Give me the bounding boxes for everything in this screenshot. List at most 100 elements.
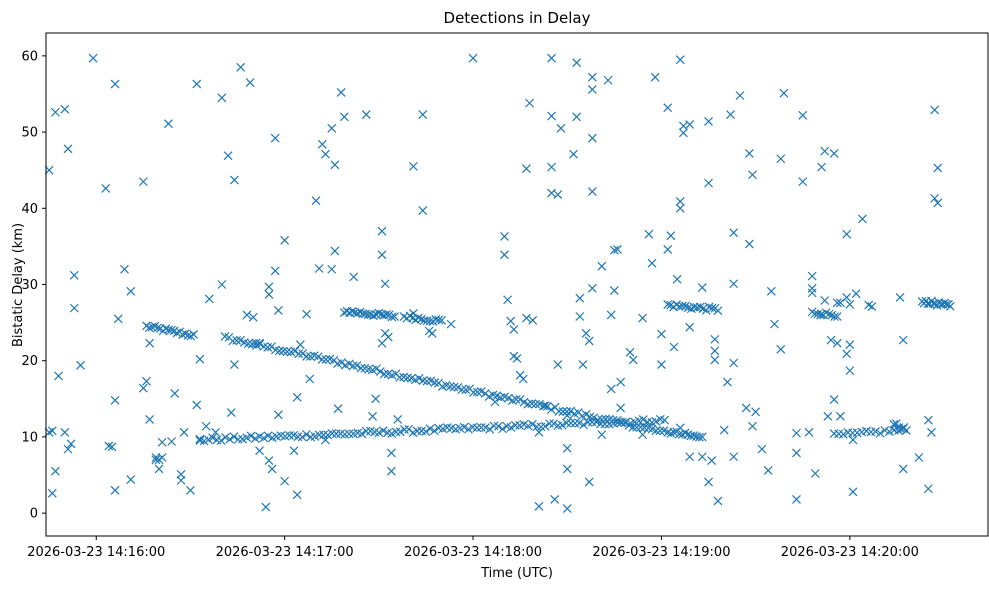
- data-point: [372, 364, 381, 374]
- y-tick-label: 50: [21, 126, 38, 141]
- data-point: [534, 501, 544, 511]
- data-point: [511, 394, 521, 404]
- data-point: [270, 133, 280, 143]
- data-point: [250, 434, 260, 443]
- data-point: [546, 405, 556, 415]
- data-point: [418, 206, 428, 215]
- data-point: [88, 53, 98, 63]
- data-point: [110, 79, 120, 89]
- y-tick-label: 40: [21, 202, 38, 217]
- data-point: [927, 427, 936, 437]
- data-point: [587, 84, 597, 94]
- data-point: [422, 376, 432, 386]
- data-point: [663, 103, 673, 113]
- data-point: [506, 316, 516, 326]
- data-point: [669, 342, 679, 352]
- data-point: [845, 299, 855, 309]
- data-point: [930, 193, 940, 203]
- data-point: [138, 383, 148, 393]
- data-point: [164, 119, 173, 129]
- data-point: [612, 415, 622, 425]
- chart-title: Detections in Delay: [444, 9, 591, 27]
- data-point: [744, 148, 754, 158]
- data-point: [518, 374, 528, 384]
- data-point: [816, 310, 825, 320]
- data-point: [500, 232, 509, 241]
- data-point: [875, 428, 885, 438]
- data-point: [527, 399, 537, 409]
- data-point: [457, 385, 467, 395]
- data-point: [729, 279, 739, 289]
- data-point: [510, 420, 520, 430]
- data-point: [361, 426, 371, 436]
- data-point: [378, 426, 388, 436]
- data-point: [208, 433, 218, 443]
- data-point: [587, 72, 597, 82]
- data-point: [678, 128, 688, 138]
- data-point: [722, 377, 732, 387]
- data-point: [374, 428, 384, 438]
- x-tick-label: 2026-03-23 14:18:00: [404, 545, 542, 560]
- data-point: [142, 376, 151, 386]
- data-point: [562, 407, 572, 416]
- data-point: [464, 424, 473, 434]
- data-point: [827, 310, 837, 320]
- data-point: [314, 430, 324, 440]
- data-point: [356, 363, 366, 373]
- data-point: [710, 334, 720, 344]
- data-point: [217, 280, 227, 289]
- data-point: [47, 426, 57, 436]
- data-point: [553, 360, 563, 369]
- data-point: [581, 409, 591, 419]
- data-point: [554, 406, 564, 416]
- data-point: [845, 340, 855, 350]
- data-point: [50, 466, 60, 476]
- data-point: [657, 360, 666, 369]
- data-point: [945, 301, 955, 311]
- data-point: [386, 448, 396, 458]
- data-point: [217, 93, 227, 103]
- data-point: [807, 283, 817, 293]
- data-point: [675, 203, 685, 213]
- data-point: [204, 294, 214, 304]
- data-point: [851, 289, 861, 299]
- data-point: [302, 429, 311, 439]
- data-point: [547, 162, 556, 172]
- data-point: [336, 88, 346, 97]
- data-point: [810, 469, 820, 478]
- data-point: [434, 315, 444, 325]
- data-point: [63, 144, 73, 154]
- data-point: [386, 466, 396, 476]
- data-point: [416, 314, 426, 324]
- data-point: [898, 335, 908, 345]
- data-point: [609, 286, 619, 296]
- data-point: [930, 105, 940, 115]
- data-point: [597, 430, 607, 440]
- data-point: [898, 464, 908, 474]
- data-point: [657, 329, 666, 339]
- data-point: [710, 346, 720, 356]
- data-point: [274, 346, 284, 356]
- data-point: [255, 446, 264, 456]
- data-point: [798, 177, 808, 187]
- data-point: [713, 306, 723, 316]
- data-point: [651, 417, 661, 426]
- data-point: [459, 422, 469, 432]
- x-tick-label: 2026-03-23 14:19:00: [592, 545, 730, 560]
- data-point: [572, 112, 582, 122]
- data-point: [255, 339, 265, 349]
- data-points: [44, 53, 955, 513]
- data-point: [437, 315, 447, 325]
- data-point: [321, 149, 330, 159]
- data-point: [694, 432, 704, 442]
- data-point: [63, 444, 73, 454]
- y-axis-ticks: 0 10 20 30 40 50 60: [21, 49, 46, 522]
- data-point: [485, 424, 495, 434]
- data-point: [280, 235, 290, 245]
- data-point: [223, 151, 233, 161]
- data-point: [264, 282, 274, 292]
- data-point: [587, 187, 597, 196]
- data-point: [894, 426, 904, 435]
- data-point: [835, 411, 845, 421]
- data-point: [358, 309, 368, 319]
